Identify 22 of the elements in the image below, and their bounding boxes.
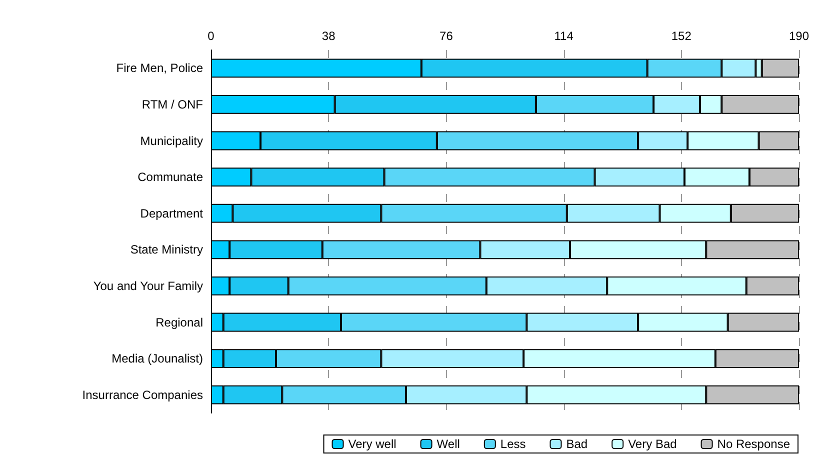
y-tick-label: Media (Jounalist) bbox=[112, 352, 203, 366]
legend-label: Less bbox=[500, 437, 526, 451]
y-tick-label: RTM / ONF bbox=[142, 97, 203, 112]
y-tick-label: Communate bbox=[138, 170, 204, 184]
y-tick-label: State Ministry bbox=[130, 242, 203, 257]
y-tick-label: You and Your Family bbox=[93, 278, 203, 293]
y-tick-label: Municipality bbox=[140, 134, 203, 148]
x-tick-label: 38 bbox=[322, 29, 336, 43]
legend-label: Very Bad bbox=[628, 437, 677, 451]
x-tick-label: 76 bbox=[440, 29, 454, 43]
legend-label: Well bbox=[436, 437, 460, 451]
y-tick-label: Regional bbox=[156, 315, 203, 330]
y-tick-label: Insurrance Companies bbox=[82, 388, 203, 402]
x-tick-label: 114 bbox=[554, 29, 574, 43]
legend-label: Bad bbox=[566, 437, 588, 451]
y-tick-label: Department bbox=[140, 206, 204, 220]
x-tick-label: 190 bbox=[788, 29, 810, 43]
legend-label: Very well bbox=[348, 437, 396, 451]
legend-label: No Response bbox=[717, 437, 790, 451]
x-tick-label: 152 bbox=[671, 29, 692, 43]
x-tick-label: 0 bbox=[208, 29, 215, 43]
y-tick-label: Fire Men, Police bbox=[116, 61, 204, 76]
